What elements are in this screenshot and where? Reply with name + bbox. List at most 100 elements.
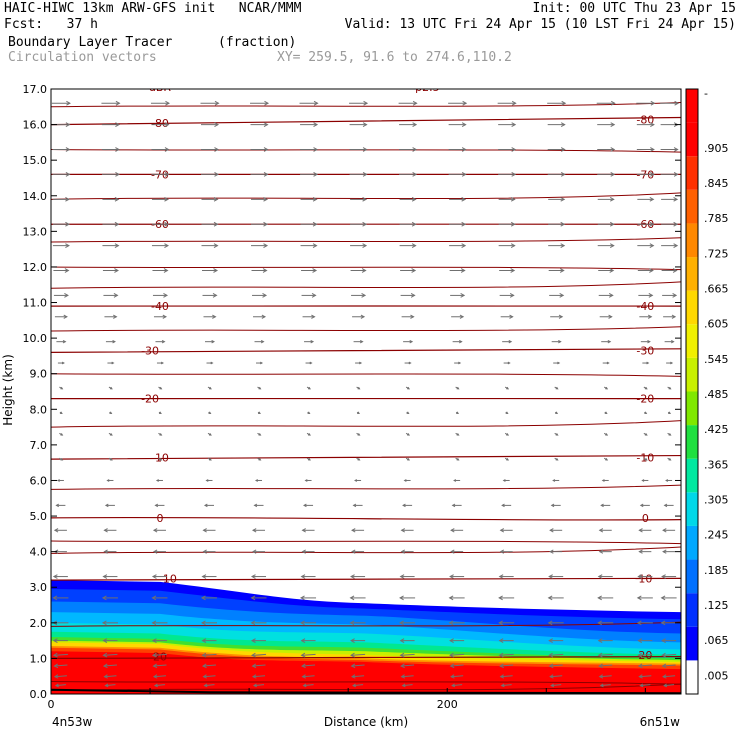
wind-vector-head xyxy=(510,221,516,227)
wind-vector-head xyxy=(637,652,643,658)
wind-vector-head xyxy=(672,268,678,273)
wind-vector-head xyxy=(399,574,405,579)
temperature-contour xyxy=(51,577,681,581)
colorbar-label: .545 xyxy=(704,353,729,366)
wind-vector xyxy=(450,664,464,667)
wind-vector-head xyxy=(252,683,257,688)
wind-vector-head xyxy=(399,652,405,658)
wind-vector xyxy=(203,675,216,678)
theta-contour xyxy=(51,149,681,153)
wind-vector-head xyxy=(597,620,602,626)
colorbar-label: .845 xyxy=(704,177,729,190)
wind-vector-head xyxy=(450,674,455,679)
wind-vector-head xyxy=(362,147,368,152)
wind-vector-head xyxy=(647,339,651,344)
contour-label: 20 xyxy=(153,651,167,664)
wind-vector-head xyxy=(165,100,171,106)
vector-layer xyxy=(51,100,681,694)
wind-vector-head xyxy=(214,122,220,127)
wind-vector xyxy=(639,675,652,678)
wind-vector-head xyxy=(349,620,355,626)
wind-vector-head xyxy=(151,652,157,658)
wind-vector xyxy=(104,675,117,678)
wind-vector-head xyxy=(362,243,368,248)
colorbar-label: .665 xyxy=(704,282,729,295)
wind-vector-head xyxy=(508,339,513,344)
wind-vector-head xyxy=(671,314,677,319)
wind-vector-head xyxy=(511,147,517,152)
colorbar: .005 .065 .125 .185 .245 .305 .365 .425 .485 .545… xyxy=(685,87,729,695)
wind-vector xyxy=(501,684,512,687)
wind-vector-head xyxy=(262,293,268,298)
wind-vector-head xyxy=(313,122,319,127)
terrain-line xyxy=(51,688,681,694)
y-tick-label: 1.0 xyxy=(30,652,48,665)
wind-vector-head xyxy=(461,122,467,127)
wind-vector-head xyxy=(558,314,564,319)
wind-vector-head xyxy=(214,147,220,152)
wind-vector xyxy=(638,653,653,656)
x-axis: 0 200 xyxy=(48,688,646,711)
wind-vector-head xyxy=(361,293,367,298)
wind-vector-head xyxy=(400,663,405,669)
wind-vector-head xyxy=(460,268,466,273)
wind-vector-head xyxy=(202,549,207,554)
wind-vector-head xyxy=(113,314,118,319)
wind-vector-head xyxy=(636,620,642,626)
wind-vector-head xyxy=(258,433,262,436)
wind-vector-head xyxy=(300,638,306,643)
wind-vector-head xyxy=(649,196,655,202)
wind-vector-head xyxy=(400,528,406,533)
wind-vector-head xyxy=(213,221,219,227)
wind-vector-head xyxy=(357,458,361,461)
wind-vector-head xyxy=(637,638,643,643)
wind-vector-head xyxy=(114,221,120,227)
wind-vector-head xyxy=(349,595,355,601)
wind-vector-head xyxy=(673,243,679,248)
theta-contour xyxy=(51,266,681,271)
wind-vector-head xyxy=(212,314,217,319)
wind-vector-head xyxy=(555,433,559,436)
wind-vector-head xyxy=(460,293,466,298)
wind-vector-head xyxy=(208,411,212,414)
wind-vector-head xyxy=(65,122,71,127)
wind-vector-head xyxy=(560,196,566,202)
wind-vector-head xyxy=(362,172,368,177)
x-axis-title: Distance (km) xyxy=(324,715,408,729)
wind-vector-head xyxy=(555,386,559,390)
theta-contour xyxy=(51,546,681,554)
colorbar-swatch xyxy=(686,223,698,258)
wind-vector-head xyxy=(498,652,504,658)
wind-vector-head xyxy=(362,221,368,227)
wind-vector-head xyxy=(53,674,59,679)
wind-vector-head xyxy=(301,674,307,679)
wind-vector-head xyxy=(113,293,119,298)
wind-vector-head xyxy=(61,361,65,365)
wind-vector xyxy=(252,664,266,667)
wind-vector-head xyxy=(159,458,163,461)
wind-vector-head xyxy=(251,549,257,554)
wind-vector-head xyxy=(164,172,170,177)
wind-vector-head xyxy=(668,411,672,414)
wind-vector-head xyxy=(672,293,678,298)
contour-label: -40 xyxy=(636,300,654,313)
wind-vector-head xyxy=(644,458,648,461)
wind-vector-head xyxy=(644,411,648,414)
wind-vector-head xyxy=(498,620,503,626)
wind-vector-head xyxy=(609,221,615,227)
wind-vector-head xyxy=(559,268,565,273)
wind-vector-head xyxy=(605,458,609,461)
y-tick-label: 9.0 xyxy=(30,368,48,381)
wind-vector-head xyxy=(506,458,510,461)
wind-vector-head xyxy=(302,683,307,688)
contour-label: -20 xyxy=(141,393,159,406)
wind-vector-head xyxy=(210,361,214,365)
wind-vector-head xyxy=(253,503,258,508)
wind-vector xyxy=(401,664,415,667)
wind-vector-head xyxy=(313,100,319,106)
wind-vector-head xyxy=(263,147,269,152)
wind-vector-head xyxy=(641,479,645,482)
wind-vector-head xyxy=(461,196,467,202)
wind-vector-head xyxy=(406,411,410,414)
y-tick-label: 2.0 xyxy=(30,617,48,630)
